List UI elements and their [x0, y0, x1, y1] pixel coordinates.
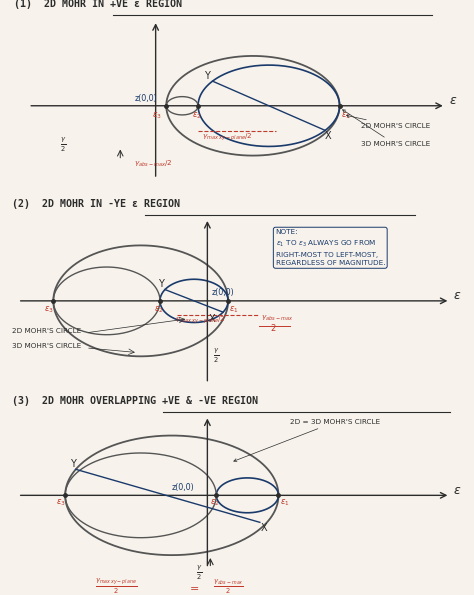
Text: $\gamma_{abs-max}$: $\gamma_{abs-max}$	[261, 314, 293, 324]
Text: $\frac{\gamma_{abs-max}}{2}$: $\frac{\gamma_{abs-max}}{2}$	[213, 578, 244, 595]
Text: X: X	[325, 131, 332, 142]
Text: $\varepsilon$: $\varepsilon$	[453, 484, 462, 497]
Text: 2D MOHR'S CIRCLE: 2D MOHR'S CIRCLE	[346, 115, 430, 129]
Text: $\varepsilon_2$: $\varepsilon_2$	[210, 497, 220, 508]
Text: NOTE:
$\varepsilon_1$ TO $\varepsilon_3$ ALWAYS GO FROM
RIGHT-MOST TO LEFT-MOST,: NOTE: $\varepsilon_1$ TO $\varepsilon_3$…	[275, 230, 385, 266]
Text: 3D MOHR'S CIRCLE: 3D MOHR'S CIRCLE	[343, 109, 430, 148]
Text: $\gamma_{max\,xy-plane}/2$: $\gamma_{max\,xy-plane}/2$	[175, 314, 226, 326]
Text: $\varepsilon_3$: $\varepsilon_3$	[45, 305, 55, 315]
Text: $\gamma_{max\,xy-plane}/2$: $\gamma_{max\,xy-plane}/2$	[201, 131, 252, 143]
Text: Y: Y	[70, 459, 76, 469]
Text: (3)  2D MOHR OVERLAPPING +VE & -VE REGION: (3) 2D MOHR OVERLAPPING +VE & -VE REGION	[12, 396, 258, 406]
Text: $\frac{\gamma}{2}$: $\frac{\gamma}{2}$	[60, 136, 66, 154]
Text: $\varepsilon_1$: $\varepsilon_1$	[229, 305, 239, 315]
Text: (1)  2D MOHR IN +VE ε REGION: (1) 2D MOHR IN +VE ε REGION	[14, 0, 182, 10]
Text: z(0,0): z(0,0)	[172, 483, 194, 492]
Text: $\varepsilon_2$: $\varepsilon_2$	[192, 110, 202, 121]
Text: X: X	[261, 522, 268, 533]
Text: $\varepsilon_1$: $\varepsilon_1$	[280, 497, 289, 508]
Text: $\frac{\gamma}{2}$: $\frac{\gamma}{2}$	[195, 563, 202, 582]
Text: $\varepsilon$: $\varepsilon$	[453, 289, 462, 302]
Text: $2$: $2$	[270, 322, 276, 333]
Text: Y: Y	[204, 71, 210, 81]
Text: z(0,0): z(0,0)	[135, 94, 157, 103]
Text: Y: Y	[158, 279, 164, 289]
Text: $\gamma_{abs-max}/2$: $\gamma_{abs-max}/2$	[135, 158, 173, 169]
Text: $\varepsilon_3$: $\varepsilon_3$	[56, 497, 66, 508]
Text: z(0,0): z(0,0)	[212, 288, 235, 298]
Text: $\frac{\gamma_{max\,xy-plane}}{2}$: $\frac{\gamma_{max\,xy-plane}}{2}$	[95, 577, 137, 595]
Text: 2D = 3D MOHR'S CIRCLE: 2D = 3D MOHR'S CIRCLE	[234, 419, 381, 462]
Text: $\varepsilon$: $\varepsilon$	[449, 94, 457, 107]
Text: X: X	[208, 314, 215, 324]
Text: 2D MOHR'S CIRCLE: 2D MOHR'S CIRCLE	[12, 328, 81, 334]
Text: $\varepsilon_2$: $\varepsilon_2$	[154, 305, 164, 315]
Text: $\varepsilon_3$: $\varepsilon_3$	[152, 110, 162, 121]
Text: $\varepsilon_1$: $\varepsilon_1$	[341, 110, 351, 121]
Text: (2)  2D MOHR IN -YE ε REGION: (2) 2D MOHR IN -YE ε REGION	[12, 199, 180, 209]
Text: $\frac{\gamma}{2}$: $\frac{\gamma}{2}$	[213, 347, 219, 365]
Text: 3D MOHR'S CIRCLE: 3D MOHR'S CIRCLE	[12, 343, 81, 349]
Text: $=$: $=$	[187, 582, 199, 592]
